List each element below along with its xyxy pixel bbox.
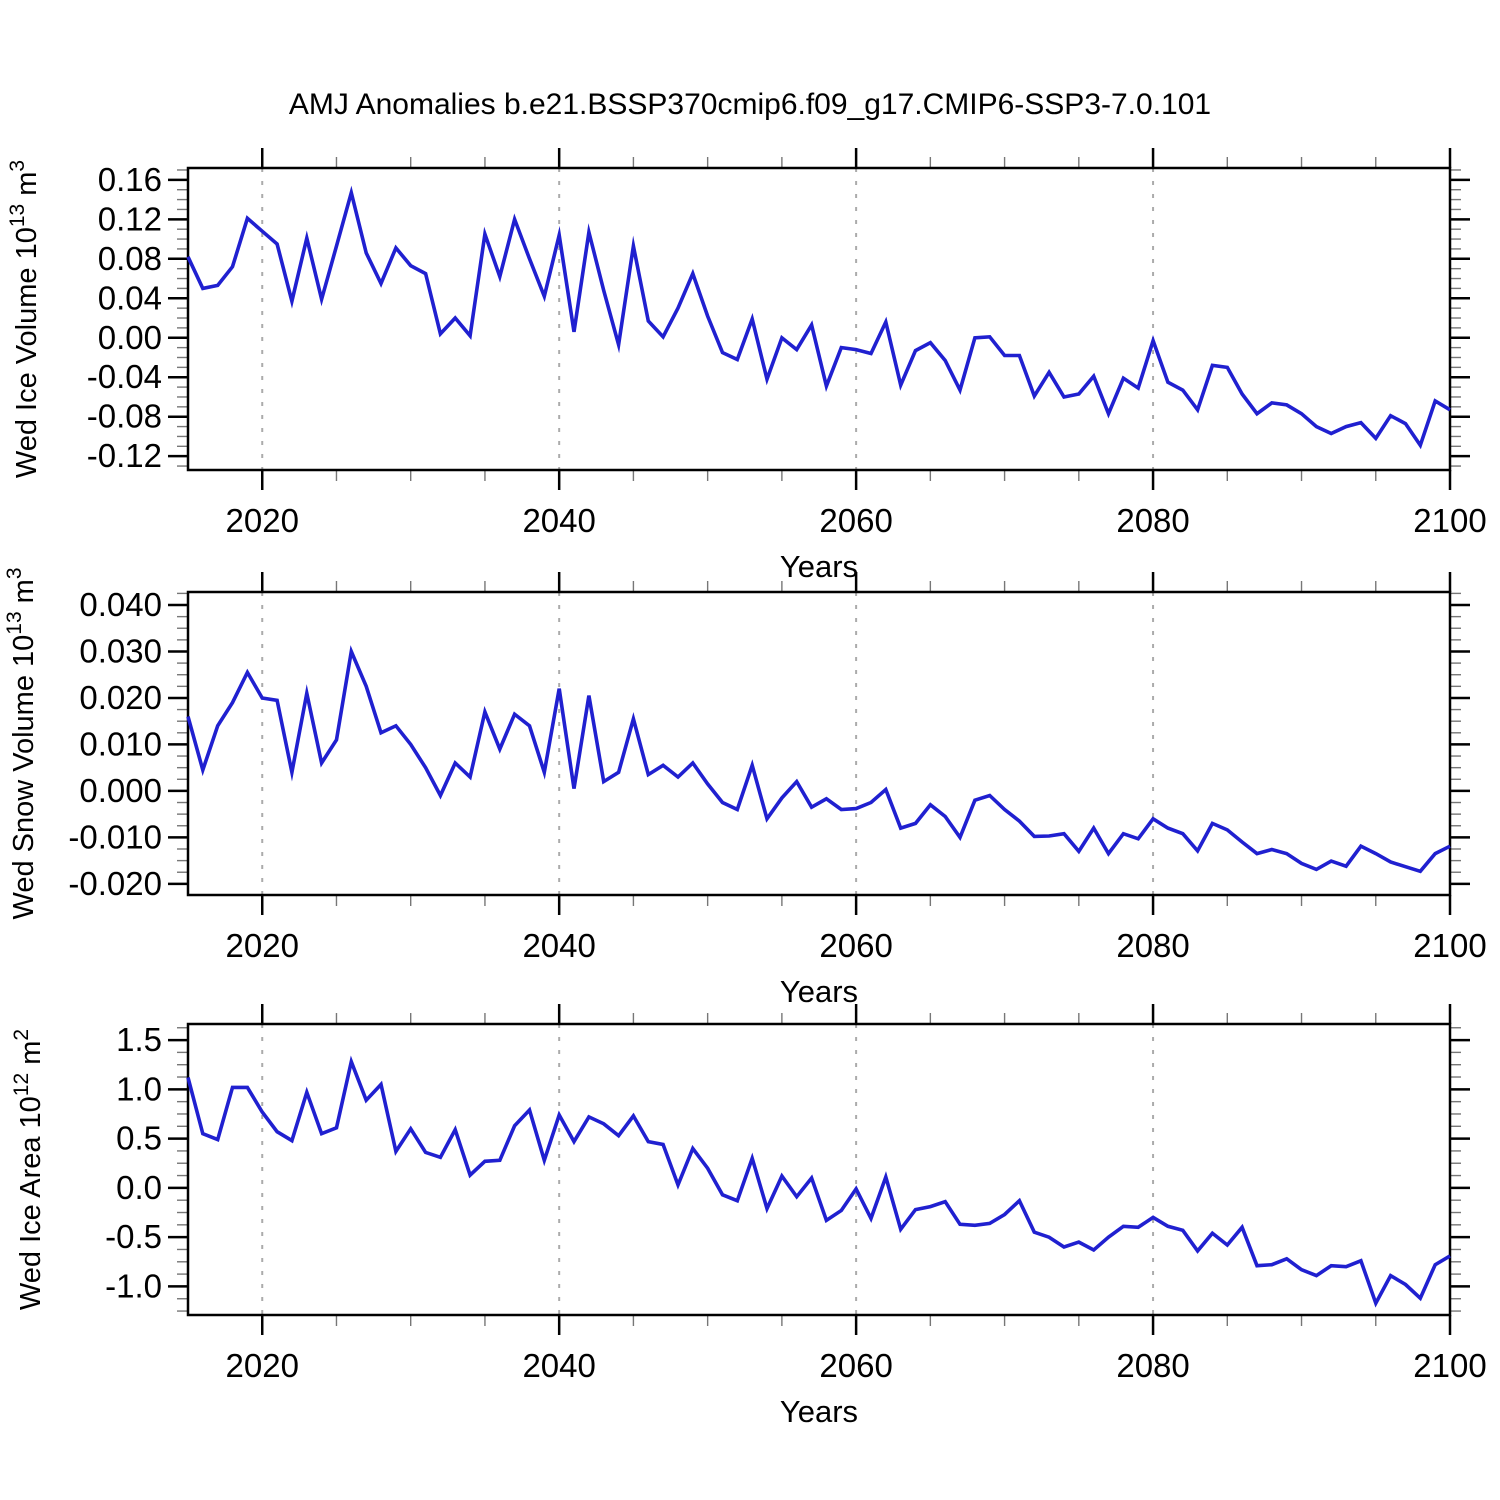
chart-title: AMJ Anomalies b.e21.BSSP370cmip6.f09_g17… [288,88,1212,121]
y-tick-label: 1.5 [116,1021,162,1058]
x-tick-label: 2040 [522,927,595,964]
plot-frame [186,1022,1452,1317]
y-tick-label: -0.12 [87,437,162,474]
x-tick-label: 2080 [1116,502,1189,539]
y-tick-label: 0.020 [79,679,162,716]
x-tick-label: 2100 [1413,502,1486,539]
x-tick-label: 2060 [819,1347,892,1384]
y-tick-label: 0.0 [116,1169,162,1206]
panel-wed-ice-volume: 2020 2040 2060 2080 2100 0.160.120.080.040.00… [6,148,1487,584]
x-tick-label: 2100 [1413,927,1486,964]
x-tick-label: 2060 [819,927,892,964]
panel-wed-snow-volume: 2020 2040 2060 2080 2100 0.040 0.030 0.020 0.010… [3,567,1487,1009]
x-tick-label: 2040 [522,502,595,539]
x-axis-label: Years [780,974,858,1009]
x-tick-label: 2040 [522,1347,595,1384]
y-axis-label: Wed Ice Volume 1013 m3 [6,160,43,478]
y-tick-label: -0.08 [87,398,162,435]
x-tick-label: 2080 [1116,1347,1189,1384]
y-tick-label: -0.020 [68,865,162,902]
y-tick-label: 0.010 [79,725,162,762]
y-tick-label: 0.000 [79,772,162,809]
y-axis-label: Wed Snow Volume 1013 m3 [3,567,40,919]
series-line-wed-ice-area [186,1055,1451,1308]
x-tick-label: 2020 [226,1347,299,1384]
x-axis-label: Years [780,549,858,584]
y-tick-label: 0.08 [98,240,162,277]
series-line-wed-ice-volume [186,185,1451,450]
panel-wed-ice-area: 2020 2040 2060 2080 2100 1.5 1.0 0.5 0.0 -0.5 -1.0… [10,1004,1487,1429]
y-tick-label: -0.010 [68,818,162,855]
x-tick-label: 2020 [226,502,299,539]
series-line-wed-snow-volume [186,645,1451,874]
y-tick-label: -0.5 [105,1218,162,1255]
y-tick-label: 1.0 [116,1070,162,1107]
y-tick-label: 0.16 [98,161,162,198]
plot-frame [186,590,1452,897]
x-tick-label: 2020 [226,927,299,964]
y-tick-label: 0.12 [98,200,162,237]
y-axis-label: Wed Ice Area 1012 m2 [10,1029,47,1310]
x-axis-label: Years [780,1394,858,1429]
x-tick-label: 2080 [1116,927,1189,964]
y-tick-label: 0.040 [79,586,162,623]
y-tick-label: 0.00 [98,319,162,356]
y-tick-label: -1.0 [105,1267,162,1304]
plot-frame [186,166,1452,472]
y-tick-label: -0.04 [87,358,162,395]
y-tick-label: 0.04 [98,279,162,316]
x-tick-label: 2100 [1413,1347,1486,1384]
y-tick-label: 0.030 [79,632,162,669]
y-tick-label: 0.5 [116,1120,162,1157]
x-tick-label: 2060 [819,502,892,539]
